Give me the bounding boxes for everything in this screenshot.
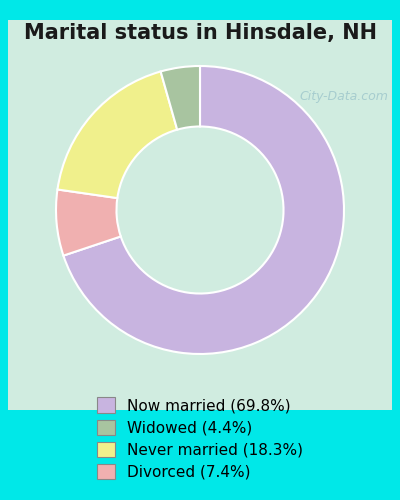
- Text: City-Data.com: City-Data.com: [299, 90, 388, 103]
- Wedge shape: [64, 66, 344, 354]
- FancyBboxPatch shape: [8, 20, 392, 410]
- Wedge shape: [161, 66, 200, 130]
- Wedge shape: [58, 72, 177, 198]
- Text: Marital status in Hinsdale, NH: Marital status in Hinsdale, NH: [24, 22, 376, 42]
- Wedge shape: [56, 190, 121, 256]
- Legend: Now married (69.8%), Widowed (4.4%), Never married (18.3%), Divorced (7.4%): Now married (69.8%), Widowed (4.4%), Nev…: [89, 390, 311, 488]
